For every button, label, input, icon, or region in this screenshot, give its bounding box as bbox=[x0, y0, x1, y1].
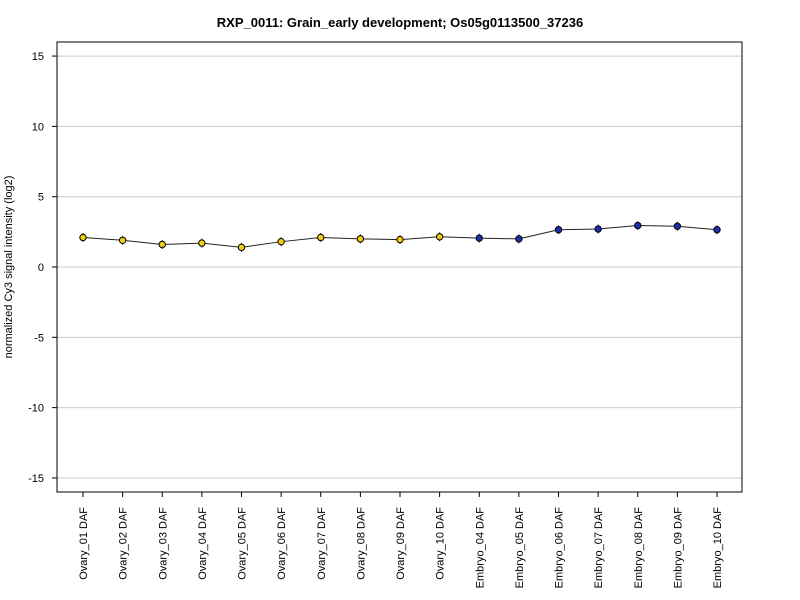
x-tick-label: Embryo_08 DAF bbox=[633, 507, 645, 589]
x-tick-label: Embryo_09 DAF bbox=[672, 507, 684, 589]
y-tick-label: -5 bbox=[34, 332, 44, 344]
data-point bbox=[634, 221, 642, 230]
x-tick-label: Ovary_09 DAF bbox=[395, 507, 407, 580]
data-point bbox=[713, 226, 721, 234]
data-point bbox=[554, 226, 563, 234]
x-tick-label: Embryo_07 DAF bbox=[593, 507, 605, 589]
data-point bbox=[396, 235, 404, 244]
y-tick-label: -10 bbox=[28, 403, 44, 415]
x-tick-label: Ovary_08 DAF bbox=[355, 507, 367, 580]
x-tick-label: Embryo_10 DAF bbox=[712, 507, 724, 589]
x-tick-label: Embryo_04 DAF bbox=[474, 507, 486, 589]
x-tick-label: Ovary_01 DAF bbox=[78, 507, 90, 580]
x-tick-label: Ovary_10 DAF bbox=[435, 507, 447, 580]
data-point bbox=[673, 222, 682, 230]
x-tick-label: Embryo_06 DAF bbox=[554, 507, 566, 589]
y-tick-label: 10 bbox=[32, 121, 44, 133]
x-tick-label: Ovary_07 DAF bbox=[316, 507, 328, 580]
x-tick-label: Ovary_05 DAF bbox=[237, 507, 249, 580]
y-tick-label: 0 bbox=[38, 262, 44, 274]
y-tick-label: 5 bbox=[38, 192, 44, 204]
y-axis: -15 -10 -5 0 5 10 15 bbox=[28, 51, 57, 485]
data-point bbox=[356, 235, 365, 243]
data-point bbox=[118, 236, 127, 244]
data-point bbox=[79, 233, 87, 242]
x-axis: Ovary_01 DAF Ovary_02 DAF Ovary_03 DAF Ovar… bbox=[78, 492, 724, 588]
plot-frame bbox=[56, 41, 743, 493]
x-tick-label: Ovary_04 DAF bbox=[197, 507, 209, 580]
data-point bbox=[515, 235, 523, 243]
data-point bbox=[277, 237, 285, 246]
grid-layer bbox=[57, 55, 742, 479]
chart-title: RXP_0011: Grain_early development; Os05g… bbox=[217, 15, 583, 30]
x-tick-label: Ovary_02 DAF bbox=[118, 507, 130, 580]
x-tick-label: Embryo_05 DAF bbox=[514, 507, 526, 589]
data-point bbox=[435, 233, 444, 241]
x-tick-label: Ovary_06 DAF bbox=[276, 507, 288, 580]
data-point bbox=[237, 243, 246, 252]
series-layer bbox=[79, 221, 721, 252]
y-tick-label: 15 bbox=[32, 51, 44, 63]
y-tick-label: -15 bbox=[28, 473, 44, 485]
x-tick-label: Ovary_03 DAF bbox=[157, 507, 169, 580]
data-point bbox=[594, 225, 602, 233]
data-point bbox=[158, 240, 166, 249]
data-point bbox=[198, 239, 206, 247]
data-point bbox=[475, 234, 483, 242]
data-point bbox=[317, 233, 325, 242]
y-axis-label: normalized Cy3 signal intensity (log2) bbox=[3, 176, 15, 359]
